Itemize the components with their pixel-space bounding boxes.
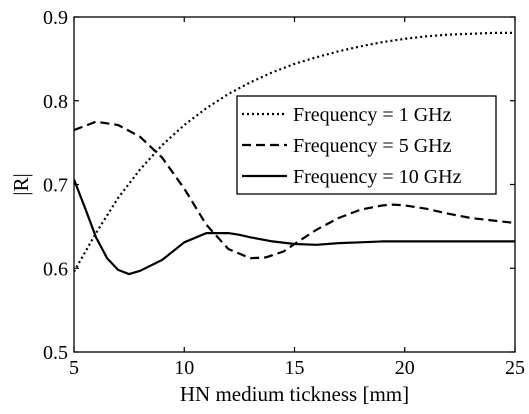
x-tick-label: 20 [395, 357, 415, 379]
x-tick-label: 10 [174, 357, 194, 379]
axis-tick-labels: 5 10 15 20 25 0.5 0.6 0.7 0.8 0.9 [43, 7, 525, 379]
y-tick-label: 0.9 [43, 7, 68, 29]
x-axis-label: HN medium tickness [mm] [180, 382, 409, 406]
x-tick-label: 15 [285, 357, 305, 379]
legend-label-2: Frequency = 5 GHz [293, 135, 452, 157]
legend-box [236, 95, 497, 195]
plot-lines [74, 31, 515, 276]
y-axis-label: |R| [9, 173, 33, 195]
x-tick-label: 25 [505, 357, 525, 379]
y-tick-label: 0.8 [43, 91, 68, 113]
axis-ticks [73, 16, 516, 353]
legend-label-3: Frequency = 10 GHz [293, 166, 462, 188]
y-tick-label: 0.6 [43, 258, 68, 280]
legend-label-1: Frequency = 1 GHz [293, 104, 452, 126]
y-tick-label: 0.7 [43, 175, 68, 197]
series-line-1 [74, 31, 515, 273]
y-tick-label: 0.5 [43, 342, 68, 364]
legend: Frequency = 1 GHz Frequency = 5 GHz Freque… [236, 95, 497, 195]
x-tick-label: 5 [69, 357, 79, 379]
series-line-3 [74, 179, 515, 276]
